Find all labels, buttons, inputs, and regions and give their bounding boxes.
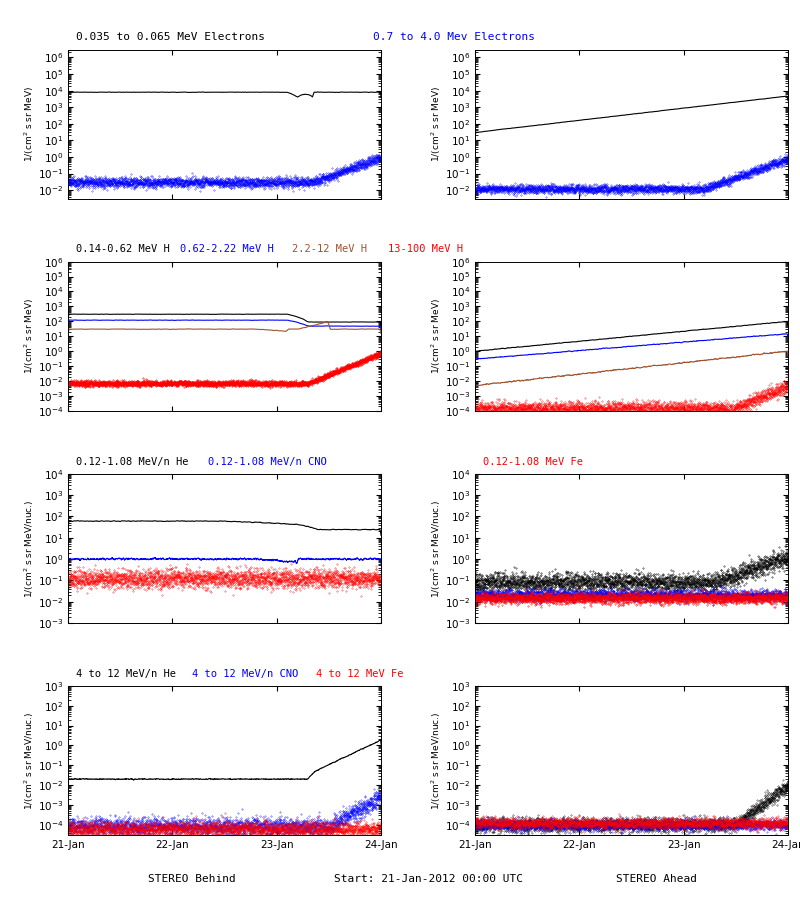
Text: 0.12-1.08 MeV Fe: 0.12-1.08 MeV Fe xyxy=(483,456,583,466)
Y-axis label: 1/(cm$^2$ s sr MeV): 1/(cm$^2$ s sr MeV) xyxy=(430,86,443,162)
Y-axis label: 1/(cm$^2$ s sr MeV/nuc.): 1/(cm$^2$ s sr MeV/nuc.) xyxy=(430,711,443,810)
Y-axis label: 1/(cm$^2$ s sr MeV): 1/(cm$^2$ s sr MeV) xyxy=(22,298,36,374)
Text: 2.2-12 MeV H: 2.2-12 MeV H xyxy=(292,245,367,255)
Text: Start: 21-Jan-2012 00:00 UTC: Start: 21-Jan-2012 00:00 UTC xyxy=(334,874,522,884)
Text: 0.035 to 0.065 MeV Electrons: 0.035 to 0.065 MeV Electrons xyxy=(76,32,265,42)
Y-axis label: 1/(cm$^2$ s sr MeV/nuc.): 1/(cm$^2$ s sr MeV/nuc.) xyxy=(22,711,36,810)
Y-axis label: 1/(cm$^2$ s sr MeV/nuc.): 1/(cm$^2$ s sr MeV/nuc.) xyxy=(430,500,443,598)
Text: 4 to 12 MeV/n He: 4 to 12 MeV/n He xyxy=(76,669,176,679)
Text: STEREO Behind: STEREO Behind xyxy=(148,874,236,884)
Text: 4 to 12 MeV/n CNO: 4 to 12 MeV/n CNO xyxy=(192,669,298,679)
Text: 4 to 12 MeV Fe: 4 to 12 MeV Fe xyxy=(316,669,403,679)
Text: 0.62-2.22 MeV H: 0.62-2.22 MeV H xyxy=(180,245,274,255)
Text: STEREO Ahead: STEREO Ahead xyxy=(615,874,697,884)
Text: 0.12-1.08 MeV/n CNO: 0.12-1.08 MeV/n CNO xyxy=(208,456,326,466)
Y-axis label: 1/(cm$^2$ s sr MeV/nuc.): 1/(cm$^2$ s sr MeV/nuc.) xyxy=(23,500,36,598)
Y-axis label: 1/(cm$^2$ s sr MeV): 1/(cm$^2$ s sr MeV) xyxy=(430,298,443,374)
Text: 0.14-0.62 MeV H: 0.14-0.62 MeV H xyxy=(76,245,170,255)
Y-axis label: 1/(cm$^2$ s sr MeV): 1/(cm$^2$ s sr MeV) xyxy=(23,86,36,162)
Text: 13-100 MeV H: 13-100 MeV H xyxy=(388,245,463,255)
Text: 0.12-1.08 MeV/n He: 0.12-1.08 MeV/n He xyxy=(76,456,189,466)
Text: 0.7 to 4.0 Mev Electrons: 0.7 to 4.0 Mev Electrons xyxy=(373,32,535,42)
